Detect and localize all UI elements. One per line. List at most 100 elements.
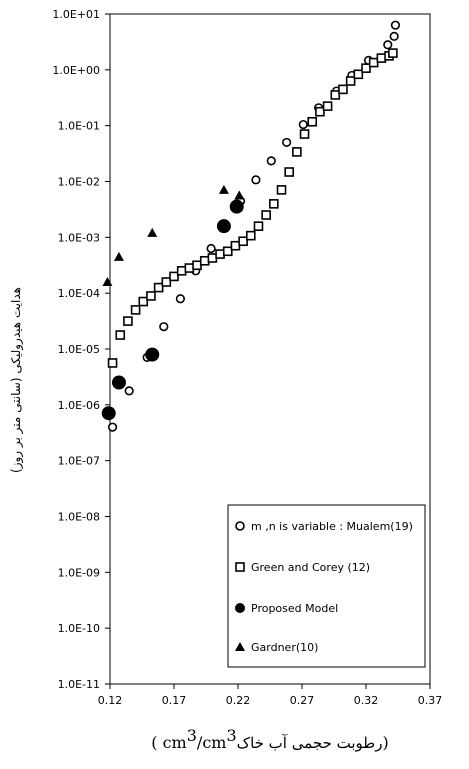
- x-axis-label-sup-2: 3: [226, 726, 236, 745]
- mualem-point: [298, 119, 308, 130]
- green-corey-point: [261, 210, 271, 220]
- green-corey-point: [345, 76, 356, 86]
- green-corey-point: [315, 106, 325, 117]
- green-corey-point: [215, 249, 225, 259]
- proposed-model-point: [111, 375, 126, 390]
- green-corey-point: [361, 63, 371, 73]
- y-tick-label: 1.0E-08: [58, 511, 100, 524]
- green-corey-point: [246, 230, 256, 241]
- series-3: [102, 184, 245, 286]
- gardner-point: [102, 277, 113, 286]
- mualem-point: [282, 137, 292, 148]
- mualem-point: [390, 20, 401, 30]
- green-corey-point: [299, 129, 310, 139]
- gardner-point: [234, 190, 245, 200]
- green-corey-point: [368, 57, 379, 68]
- y-axis-label: هدایت هیدرولیکی (سانتی متر بر روز): [9, 287, 24, 473]
- mualem-point: [175, 294, 185, 304]
- proposed-model-point: [145, 347, 160, 362]
- y-axis-ticks: 1.0E+01 1.0E+00 1.0E-01 1.0E-02 1.0E-03 1.0E-…: [52, 8, 110, 691]
- green-corey-point: [207, 253, 218, 263]
- green-corey-point: [376, 53, 387, 63]
- x-axis-label-units-mid: /cm: [197, 733, 227, 752]
- green-corey-point: [388, 48, 398, 58]
- x-axis-label: ( cm3/cm3رطوبت حجمی آب خاک): [151, 726, 388, 752]
- green-corey-point: [338, 84, 348, 95]
- legend-label-mualem: m ,n is variable : Mualem(19): [251, 520, 413, 533]
- green-corey-point: [153, 282, 164, 293]
- green-corey-point: [253, 221, 264, 231]
- mualem-point: [251, 175, 261, 185]
- y-tick-label: 1.0E+00: [52, 64, 100, 77]
- green-corey-point: [222, 246, 233, 257]
- x-tick-label: 0.12: [98, 694, 123, 707]
- data-marks: [101, 20, 401, 432]
- green-corey-point: [284, 167, 295, 177]
- green-corey-point: [169, 271, 179, 282]
- green-corey-point: [322, 101, 333, 111]
- green-corey-point: [330, 90, 341, 100]
- x-axis-label-units-end: ): [382, 733, 388, 752]
- proposed-model-point: [229, 199, 244, 214]
- green-corey-point: [123, 316, 133, 326]
- mualem-point: [107, 422, 118, 432]
- gardner-point: [113, 251, 124, 261]
- x-axis-ticks: 0.12 0.17 0.22 0.27 0.32 0.37: [98, 684, 443, 707]
- legend-label-proposed: Proposed Model: [251, 602, 338, 615]
- x-tick-label: 0.37: [418, 694, 443, 707]
- x-axis-label-sup-1: 3: [187, 726, 197, 745]
- legend-marker-mualem: [235, 521, 245, 531]
- mualem-point: [389, 31, 399, 41]
- y-tick-label: 1.0E-02: [58, 176, 100, 189]
- green-corey-point: [146, 291, 156, 301]
- x-tick-label: 0.32: [354, 694, 379, 707]
- green-corey-point: [107, 358, 118, 368]
- y-tick-label: 1.0E-06: [58, 399, 100, 412]
- legend-label-green-corey: Green and Corey (12): [251, 561, 370, 574]
- green-corey-point: [199, 255, 210, 266]
- y-tick-label: 1.0E-07: [58, 455, 100, 468]
- legend-marker-green-corey: [235, 562, 245, 572]
- green-corey-point: [115, 330, 126, 340]
- x-axis-label-prefix: رطوبت حجمی آب خاک: [237, 734, 383, 752]
- green-corey-point: [238, 236, 248, 247]
- green-corey-point: [130, 305, 141, 315]
- y-tick-label: 1.0E-03: [58, 231, 100, 244]
- mualem-point: [159, 322, 169, 332]
- gardner-point: [218, 184, 229, 194]
- green-corey-point: [307, 116, 318, 127]
- mualem-point: [266, 156, 276, 166]
- y-tick-label: 1.0E+01: [52, 8, 100, 21]
- legend-label-gardner: Gardner(10): [251, 641, 318, 654]
- y-tick-label: 1.0E-11: [58, 678, 100, 691]
- green-corey-point: [184, 263, 195, 273]
- green-corey-point: [269, 199, 279, 209]
- y-tick-label: 1.0E-05: [58, 343, 100, 356]
- proposed-model-point: [216, 219, 231, 234]
- y-tick-label: 1.0E-01: [58, 120, 100, 133]
- green-corey-point: [292, 147, 302, 157]
- x-tick-label: 0.22: [226, 694, 251, 707]
- y-tick-label: 1.0E-09: [58, 566, 100, 579]
- green-corey-point: [276, 185, 287, 195]
- legend: m ,n is variable : Mualem(19) Green and …: [227, 504, 426, 668]
- legend-marker-proposed: [235, 603, 245, 613]
- mualem-point: [124, 386, 134, 396]
- green-corey-point: [230, 240, 241, 251]
- x-axis-label-units: ( cm: [151, 733, 186, 752]
- x-tick-label: 0.27: [290, 694, 315, 707]
- legend-box: [227, 504, 426, 668]
- legend-marker-gardner: [235, 642, 245, 651]
- x-tick-label: 0.17: [162, 694, 187, 707]
- series-2: [101, 199, 244, 421]
- gardner-point: [147, 227, 158, 237]
- mualem-point: [206, 243, 216, 254]
- proposed-model-point: [101, 406, 116, 421]
- green-corey-point: [161, 277, 172, 287]
- green-corey-point: [192, 260, 202, 271]
- series-1: [107, 48, 398, 368]
- mualem-point: [383, 40, 393, 50]
- y-tick-label: 1.0E-04: [58, 287, 100, 300]
- green-corey-point: [176, 266, 187, 276]
